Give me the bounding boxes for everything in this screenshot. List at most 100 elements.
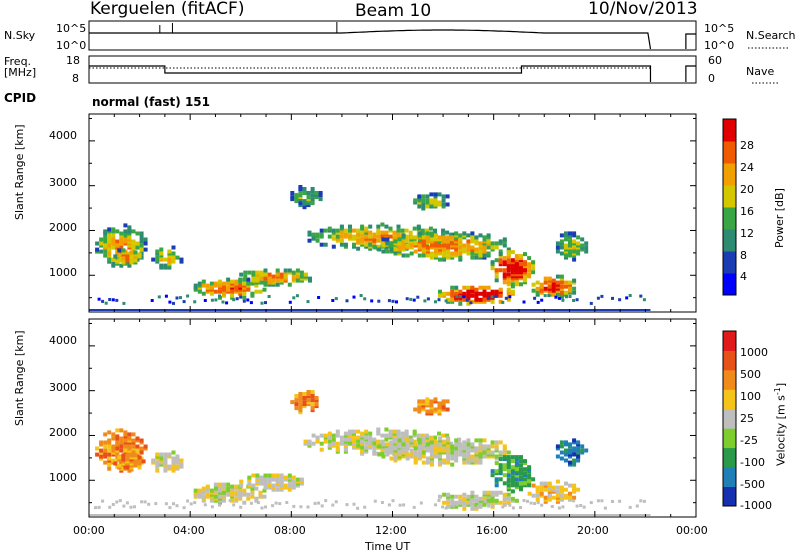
- velocity-cell: [255, 473, 260, 478]
- power-cell: [506, 291, 511, 296]
- power-cell: [514, 258, 519, 263]
- power-cell: [584, 249, 589, 254]
- power-cell: [222, 285, 226, 290]
- velocity-cell: [408, 435, 413, 440]
- velocity-cell: [474, 498, 479, 503]
- velocity-cell: [103, 440, 108, 445]
- power-cell: [559, 274, 564, 279]
- velocity-cell: [247, 475, 252, 480]
- power-cell: [450, 243, 455, 248]
- power-cell: [543, 286, 548, 291]
- power-cell: [434, 300, 437, 304]
- velocity-cell: [155, 468, 160, 473]
- power-cell: [421, 206, 426, 211]
- velocity-cell: [356, 506, 360, 510]
- velocity-cell: [262, 494, 267, 499]
- power-cell: [444, 299, 448, 303]
- velocity-cell: [470, 460, 475, 465]
- power-cell: [179, 296, 182, 300]
- power-cell: [555, 292, 560, 297]
- colorbar-swatch: [723, 428, 736, 449]
- velocity-cell: [317, 501, 321, 505]
- velocity-cell: [421, 454, 426, 459]
- power-cell: [260, 301, 264, 305]
- velocity-cell: [262, 488, 267, 493]
- power-cell: [425, 200, 430, 205]
- velocity-cell: [498, 477, 503, 482]
- power-cell: [506, 250, 511, 255]
- velocity-cell: [514, 455, 519, 460]
- power-cell: [446, 255, 451, 260]
- velocity-cell: [151, 458, 156, 463]
- freq-ytick-bottom: 8: [72, 72, 79, 85]
- velocity-cell: [502, 444, 507, 449]
- velocity-cell: [298, 410, 303, 415]
- power-cell: [458, 233, 463, 238]
- velocity-cell: [405, 452, 410, 457]
- power-cell: [389, 247, 394, 252]
- power-cell: [449, 232, 454, 237]
- power-cell: [167, 257, 172, 262]
- power-cell: [376, 234, 381, 239]
- velocity-cell: [123, 430, 128, 435]
- velocity-cell: [511, 506, 515, 510]
- velocity-cell: [510, 465, 515, 470]
- power-cell: [287, 268, 292, 273]
- colorbar-swatch: [723, 207, 736, 230]
- power-cell: [401, 243, 406, 248]
- velocity-cell: [267, 473, 272, 478]
- power-cell: [576, 243, 581, 248]
- velocity-cell: [143, 444, 148, 449]
- velocity-cell: [543, 499, 548, 504]
- power-cell: [437, 240, 441, 245]
- power-cell: [376, 238, 381, 243]
- velocity-cell: [502, 496, 507, 501]
- power-cell: [103, 229, 108, 234]
- power-cell: [572, 231, 577, 236]
- velocity-cell: [448, 504, 452, 508]
- power-cell: [417, 253, 422, 258]
- power-cell: [137, 252, 142, 257]
- power-cell: [405, 243, 410, 248]
- velocity-cell: [155, 460, 160, 465]
- velocity-cell: [400, 435, 405, 440]
- velocity-cell: [360, 449, 365, 454]
- velocity-cell: [155, 452, 160, 457]
- velocity-cell: [254, 486, 259, 491]
- velocity-cell: [107, 462, 112, 467]
- power-cell: [576, 241, 581, 246]
- velocity-cell: [564, 487, 568, 492]
- power-cell: [490, 295, 494, 299]
- velocity-cell: [535, 485, 540, 490]
- velocity-cell: [449, 441, 454, 446]
- velocity-cell: [335, 433, 340, 438]
- velocity-cell: [246, 492, 251, 497]
- velocity-cell: [306, 505, 310, 509]
- velocity-cell: [380, 439, 385, 444]
- power-cell: [352, 228, 356, 233]
- power-cell: [111, 261, 116, 266]
- power-cell: [482, 297, 487, 302]
- power-cell: [523, 260, 527, 265]
- velocity-cell: [506, 500, 511, 505]
- velocity-cell: [164, 502, 168, 506]
- velocity-cell: [561, 505, 565, 509]
- velocity-cell: [264, 505, 267, 509]
- power-cell: [412, 226, 417, 231]
- velocity-cell: [275, 473, 280, 478]
- velocity-cell: [133, 461, 138, 466]
- velocity-cell: [122, 504, 126, 508]
- power-cell: [139, 231, 144, 236]
- power-cell: [323, 242, 328, 247]
- velocity-cell: [438, 494, 442, 499]
- velocity-cell: [139, 446, 144, 451]
- velocity-cell: [478, 460, 483, 465]
- power-cell: [123, 223, 128, 228]
- velocity-cell: [470, 490, 475, 495]
- power-cell: [510, 284, 515, 289]
- velocity-cell: [103, 444, 108, 449]
- velocity-cell: [271, 473, 276, 478]
- power-cell: [393, 247, 398, 252]
- velocity-cell: [425, 448, 430, 453]
